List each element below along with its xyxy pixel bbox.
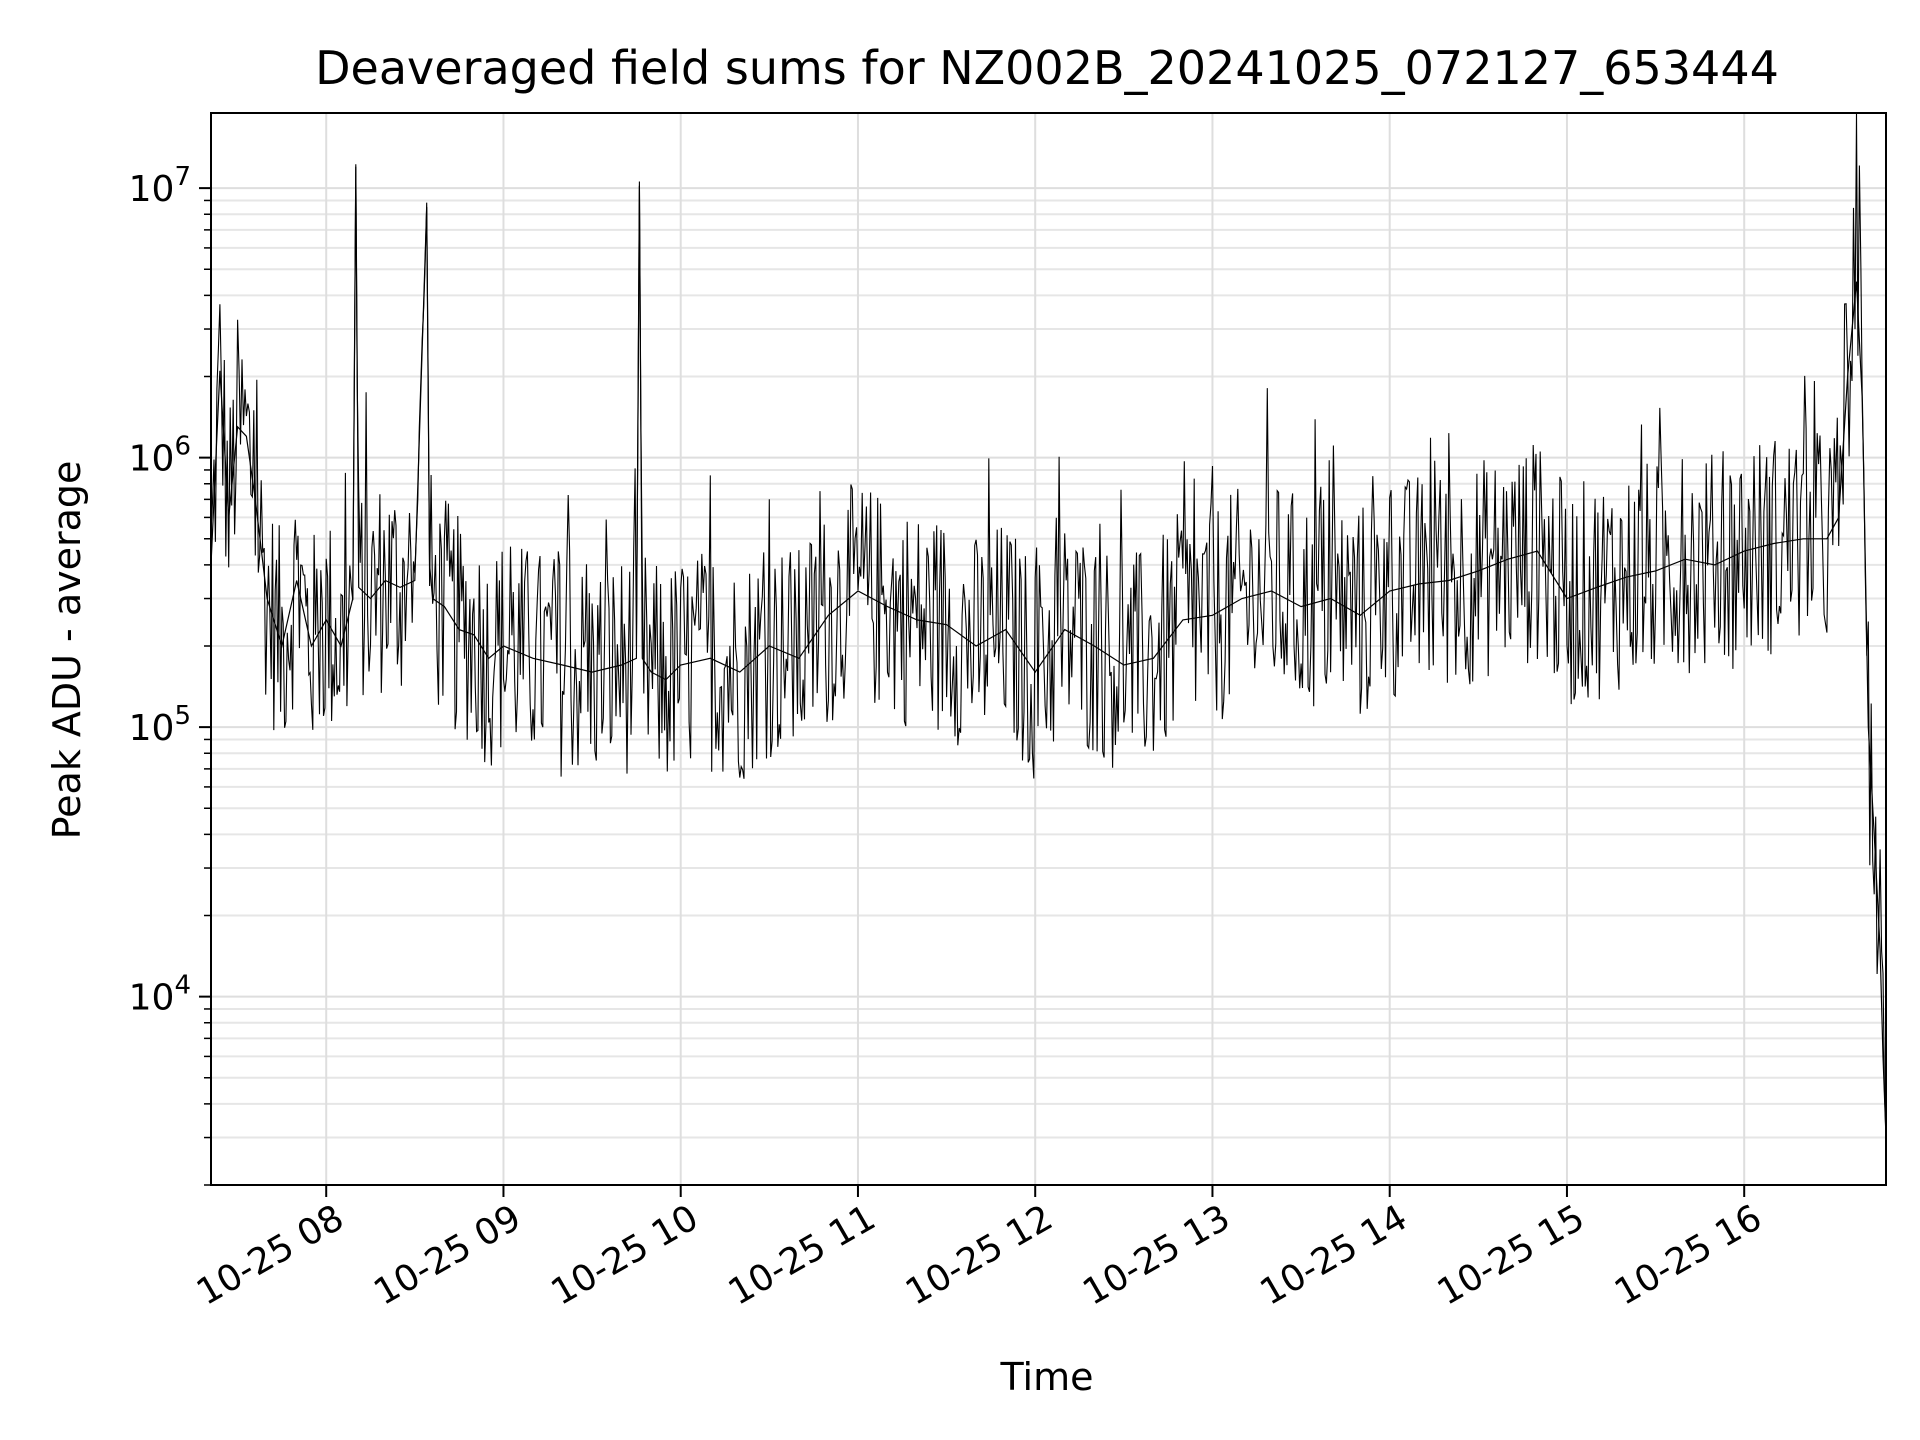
data-series [210,112,1887,1138]
chart-title: Deaveraged field sums for NZ002B_2024102… [315,41,1779,95]
y-tick-labels: 104 105 106 107 [129,162,191,1019]
y-tick-label: 105 [129,701,191,749]
y-tick-label: 107 [129,162,191,210]
y-tick-label: 106 [129,432,191,480]
x-axis-label: Time [1000,1355,1094,1399]
axis-ticks [199,187,1746,1197]
major-gridlines [211,113,1886,1185]
y-tick-label: 104 [129,971,191,1019]
plot-area-frame [210,112,1887,1186]
y-axis-label: Peak ADU - average [45,461,89,840]
series-0-trace [210,112,1887,1138]
